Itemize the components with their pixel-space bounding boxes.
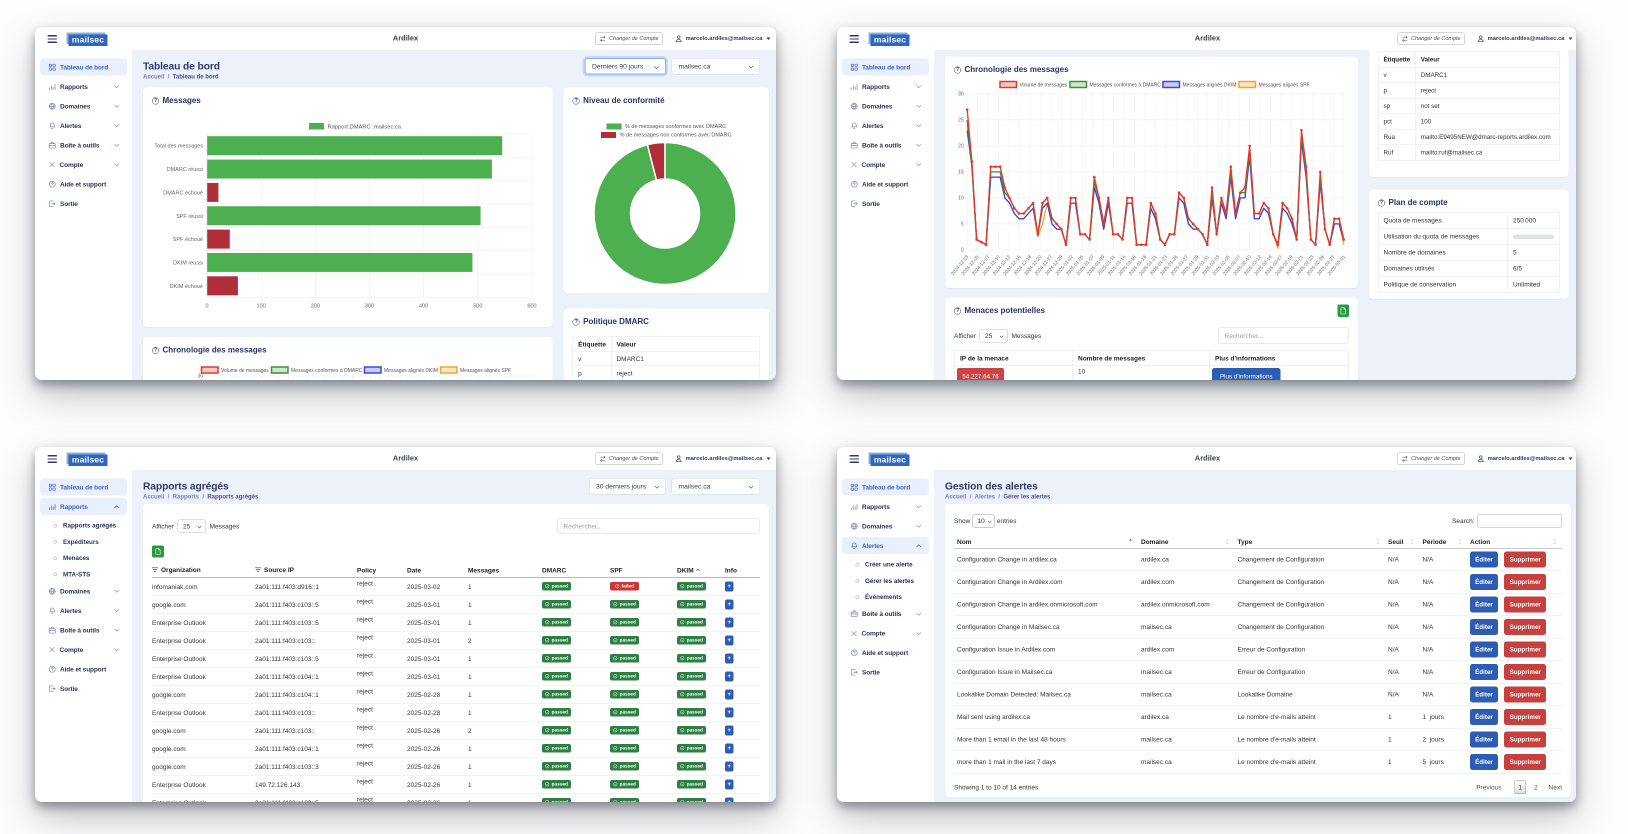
- svg-text:200: 200: [311, 304, 320, 310]
- svg-text:0: 0: [961, 248, 964, 254]
- svg-text:Total des messages: Total des messages: [154, 144, 203, 150]
- svg-text:400: 400: [419, 304, 428, 310]
- svg-text:100: 100: [257, 304, 266, 310]
- svg-text:Volume de messages: Volume de messages: [1020, 83, 1068, 89]
- svg-text:Messages conformes à DMARC: Messages conformes à DMARC: [291, 368, 363, 374]
- svg-text:SPF échoué: SPF échoué: [173, 237, 203, 243]
- svg-text:30: 30: [958, 92, 964, 98]
- svg-text:Rapport DMARC :mailsec.ca: Rapport DMARC :mailsec.ca: [328, 125, 402, 131]
- svg-text:500: 500: [473, 304, 482, 310]
- svg-text:600: 600: [527, 304, 536, 310]
- svg-text:Messages conformes à DMARC: Messages conformes à DMARC: [1090, 83, 1162, 89]
- svg-text:Messages alignés DKIM: Messages alignés DKIM: [1183, 83, 1237, 89]
- svg-text:Messages alignés SPF: Messages alignés SPF: [1259, 83, 1310, 89]
- svg-text:Volume de messages: Volume de messages: [221, 368, 269, 374]
- svg-text:300: 300: [365, 304, 374, 310]
- svg-text:10: 10: [958, 196, 964, 202]
- svg-text:DMARC réussi: DMARC réussi: [167, 167, 203, 173]
- svg-text:DMARC échoué: DMARC échoué: [163, 190, 203, 196]
- svg-text:DKIM échoué: DKIM échoué: [170, 284, 203, 290]
- svg-text:20: 20: [958, 144, 964, 150]
- svg-text:25: 25: [958, 118, 964, 124]
- svg-text:SPF réussi: SPF réussi: [176, 214, 203, 220]
- svg-text:30: 30: [197, 374, 203, 380]
- svg-text:15: 15: [958, 170, 964, 176]
- svg-text:Messages alignés DKIM: Messages alignés DKIM: [384, 368, 438, 374]
- svg-text:Messages alignés SPF: Messages alignés SPF: [460, 368, 511, 374]
- svg-text:DKIM réussi: DKIM réussi: [173, 260, 203, 266]
- svg-text:0: 0: [205, 304, 208, 310]
- svg-text:5: 5: [961, 222, 964, 228]
